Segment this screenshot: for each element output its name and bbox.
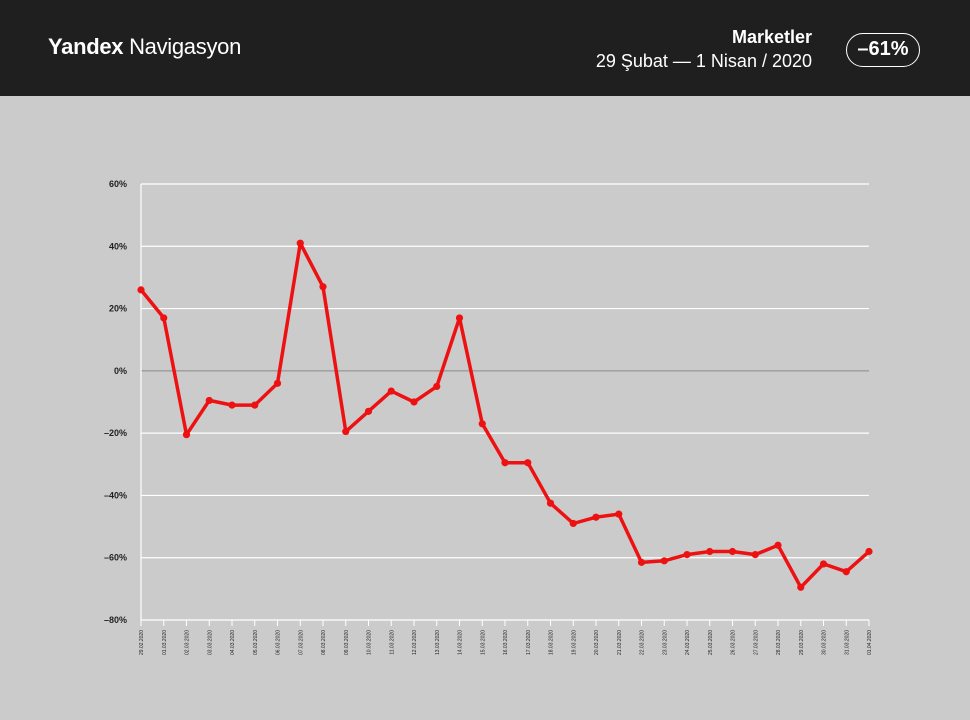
brand-product: Navigasyon	[129, 34, 242, 59]
y-tick-label: –40%	[104, 490, 127, 500]
x-tick-label: 05.03.2020	[253, 630, 259, 655]
chart-title: Marketler	[731, 27, 812, 47]
x-tick-label: 13.03.2020	[435, 630, 441, 655]
x-tick-label: 16.03.2020	[503, 630, 509, 655]
x-tick-label: 27.03.2020	[753, 630, 759, 655]
data-point	[683, 551, 691, 559]
y-tick-label: –20%	[104, 428, 127, 438]
y-tick-label: 40%	[109, 241, 127, 251]
data-point	[296, 239, 304, 247]
x-tick-label: 04.03.2020	[230, 630, 236, 655]
data-point	[273, 379, 282, 387]
x-tick-label: 24.03.2020	[685, 630, 691, 655]
data-point	[182, 431, 191, 439]
data-point	[501, 459, 509, 467]
x-tick-label: 01.04.2020	[867, 630, 873, 655]
x-tick-label: 23.03.2020	[662, 630, 668, 655]
data-point	[524, 459, 532, 467]
x-tick-label: 18.03.2020	[549, 630, 555, 655]
x-tick-label: 14.03.2020	[458, 630, 464, 655]
date-range: 29 Şubat — 1 Nisan / 2020	[595, 51, 812, 71]
data-point	[410, 398, 418, 406]
data-point	[615, 510, 623, 518]
series-line	[139, 241, 871, 590]
data-point	[842, 568, 850, 576]
data-point	[433, 382, 441, 391]
x-tick-label: 30.03.2020	[822, 630, 828, 655]
y-tick-label: 0%	[114, 366, 127, 376]
data-point	[364, 407, 373, 415]
x-tick-label: 29.02.2020	[139, 630, 145, 655]
x-tick-label: 01.03.2020	[162, 630, 168, 655]
x-tick-label: 06.03.2020	[276, 630, 282, 655]
x-tick-label: 11.03.2020	[389, 630, 395, 655]
data-point	[637, 558, 646, 566]
x-tick-label: 22.03.2020	[640, 630, 646, 655]
data-point	[160, 314, 168, 322]
y-tick-label: 60%	[109, 179, 127, 189]
data-point	[205, 396, 213, 405]
data-point	[569, 519, 577, 528]
x-tick-label: 19.03.2020	[571, 630, 577, 655]
x-tick-label: 21.03.2020	[617, 630, 623, 655]
x-tick-label: 12.03.2020	[412, 630, 418, 655]
data-point	[728, 547, 737, 556]
y-tick-label: 20%	[109, 304, 127, 314]
x-tick-label: 28.03.2020	[776, 630, 782, 655]
x-tick-label: 17.03.2020	[526, 630, 532, 655]
data-point	[706, 547, 714, 556]
data-point	[660, 557, 668, 565]
x-tick-label: 02.03.2020	[185, 630, 191, 655]
data-point	[251, 401, 259, 409]
x-tick-label: 29.03.2020	[799, 630, 805, 655]
data-point	[319, 283, 327, 291]
x-tick-label: 25.03.2020	[708, 630, 714, 655]
brand-logo: Yandex Navigasyon	[48, 34, 241, 60]
data-point	[342, 427, 350, 436]
y-tick-label: –60%	[104, 553, 127, 563]
change-badge: –61%	[846, 33, 920, 67]
data-point	[819, 560, 828, 568]
x-tick-label: 26.03.2020	[731, 630, 737, 655]
x-tick-label: 10.03.2020	[367, 630, 373, 655]
x-tick-label: 20.03.2020	[594, 630, 600, 655]
x-tick-label: 03.03.2020	[207, 630, 213, 655]
y-tick-label: –80%	[104, 615, 127, 625]
data-point	[387, 387, 395, 395]
data-point	[478, 420, 486, 428]
x-tick-label: 08.03.2020	[321, 630, 327, 655]
data-point	[546, 499, 555, 507]
data-point	[751, 551, 759, 559]
x-tick-label: 15.03.2020	[480, 630, 486, 655]
brand-name: Yandex	[48, 34, 124, 59]
data-point	[455, 314, 464, 322]
data-point	[774, 541, 782, 549]
header-bar: Yandex Navigasyon Marketler 29 Şubat — 1…	[0, 0, 970, 96]
data-point	[137, 286, 145, 294]
x-tick-label: 07.03.2020	[298, 630, 304, 655]
data-point	[865, 547, 873, 556]
data-point	[592, 513, 600, 521]
x-tick-label: 31.03.2020	[844, 630, 850, 655]
data-point	[228, 401, 236, 409]
x-tick-label: 09.03.2020	[344, 630, 350, 655]
data-point	[797, 583, 805, 591]
